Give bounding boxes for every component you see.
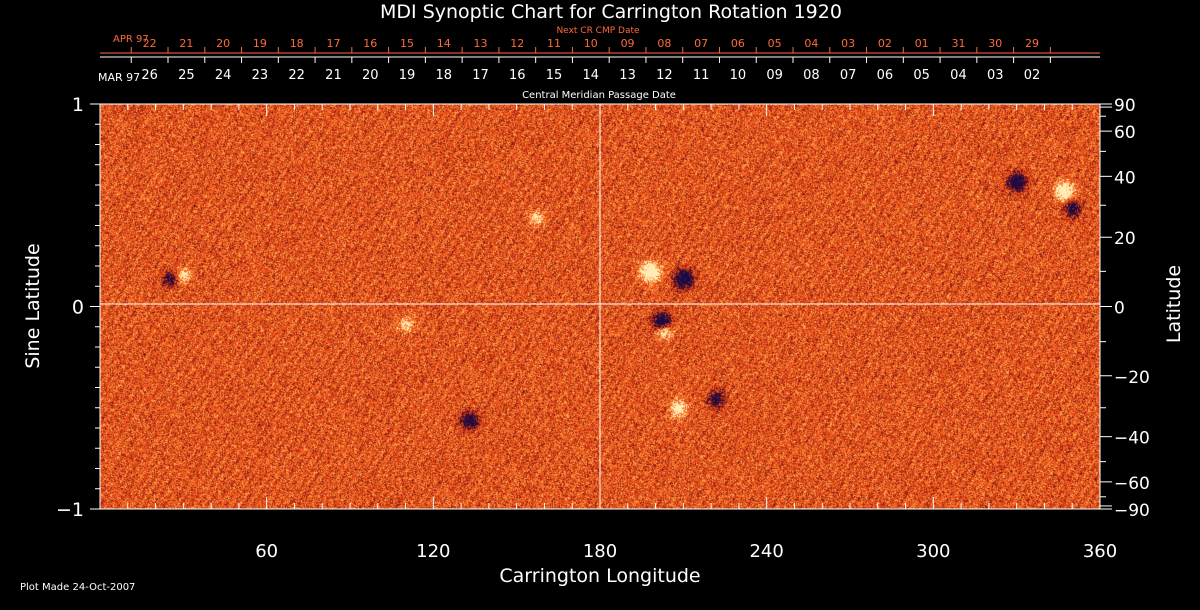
- next-cr-date-label: 18: [290, 37, 304, 50]
- cmp-date-label: 18: [435, 68, 452, 83]
- y-tick-label: 0: [72, 297, 84, 319]
- lat-tick-label: −20: [1114, 368, 1150, 388]
- next-cr-date-label: 22: [143, 37, 157, 50]
- cmp-month-label: MAR 97: [98, 71, 140, 84]
- next-cr-date-label: 05: [768, 37, 782, 50]
- cmp-date-label: 22: [288, 68, 305, 83]
- lat-tick-label: −90: [1114, 501, 1150, 521]
- cmp-date-label: 23: [252, 68, 269, 83]
- cmp-date-label: 12: [656, 68, 673, 83]
- next-cr-date-label: 30: [988, 37, 1002, 50]
- lat-tick-label: −40: [1114, 429, 1150, 449]
- next-cr-date-label: 01: [915, 37, 929, 50]
- x-tick-label: 360: [1083, 541, 1117, 562]
- latitude-axis: 90 60 40 20 0 −20 −40 −60 −90: [1100, 96, 1150, 521]
- cmp-date-label: 15: [546, 68, 563, 83]
- cmp-date-label: 26: [141, 68, 158, 83]
- lat-tick-label: 0: [1114, 299, 1125, 319]
- lat-tick-label: 60: [1114, 123, 1136, 143]
- next-cr-date-label: 09: [621, 37, 635, 50]
- next-cr-date-label: 19: [253, 37, 267, 50]
- x-tick-label: 240: [749, 541, 783, 562]
- cmp-date-label: 05: [913, 68, 930, 83]
- chart-title: MDI Synoptic Chart for Carrington Rotati…: [380, 1, 842, 23]
- next-cr-date-label: 10: [584, 37, 598, 50]
- next-cr-date-label: 03: [841, 37, 855, 50]
- next-cr-date-label: 31: [951, 37, 965, 50]
- next-cr-date-label: 12: [510, 37, 524, 50]
- next-cr-month-label: APR 97: [113, 34, 149, 45]
- cmp-date-label: 09: [766, 68, 783, 83]
- next-cr-date-label: 17: [326, 37, 340, 50]
- y-axis-label-left: Sine Latitude: [22, 243, 44, 368]
- next-cr-date-label: 16: [363, 37, 377, 50]
- cmp-date-label: 17: [472, 68, 489, 83]
- cmp-date-label: 02: [1024, 68, 1041, 83]
- lat-tick-label: 40: [1114, 168, 1136, 188]
- sine-latitude-axis: 1 0 −1: [56, 94, 100, 521]
- plot-made-note: Plot Made 24-Oct-2007: [20, 582, 135, 593]
- cmp-date-label: 10: [730, 68, 747, 83]
- next-cr-date-label: 21: [179, 37, 193, 50]
- cmp-date-label: 06: [877, 68, 894, 83]
- next-cr-date-label: 07: [694, 37, 708, 50]
- cmp-date-label: 07: [840, 68, 857, 83]
- next-cr-date-label: 06: [731, 37, 745, 50]
- cmp-date-label: 16: [509, 68, 526, 83]
- next-cr-date-label: 15: [400, 37, 414, 50]
- cmp-date-label: 03: [987, 68, 1004, 83]
- next-cr-caption: Next CR CMP Date: [556, 26, 640, 36]
- next-cr-date-axis: 22 21 20 19 18 17 16 15 14 13 12 11 10 09 08 07 06 05 04 03…: [100, 37, 1100, 54]
- cmp-date-label: 20: [362, 68, 379, 83]
- cmp-date-label: 24: [215, 68, 232, 83]
- cmp-caption: Central Meridian Passage Date: [522, 90, 676, 101]
- next-cr-date-label: 11: [547, 37, 561, 50]
- next-cr-date-label: 13: [474, 37, 488, 50]
- cmp-date-label: 19: [399, 68, 416, 83]
- cmp-date-axis: 26 25 24 23 22 21 20 19 18 17 16 15 14 13 12 11 10 09 08 07…: [100, 56, 1100, 83]
- next-cr-date-label: 08: [657, 37, 671, 50]
- cmp-date-label: 04: [950, 68, 967, 83]
- longitude-axis: 60 120 180 240 300 360: [99, 104, 1117, 562]
- cmp-date-label: 11: [693, 68, 710, 83]
- x-tick-label: 120: [416, 541, 450, 562]
- lat-tick-label: 90: [1114, 96, 1136, 116]
- x-tick-label: 180: [583, 541, 617, 562]
- next-cr-date-label: 04: [804, 37, 818, 50]
- cmp-date-label: 13: [619, 68, 636, 83]
- next-cr-date-label: 14: [437, 37, 451, 50]
- y-tick-label: 1: [72, 94, 84, 116]
- cmp-date-label: 08: [803, 68, 820, 83]
- x-tick-label: 60: [255, 541, 278, 562]
- x-axis-label: Carrington Longitude: [499, 565, 700, 587]
- next-cr-date-label: 20: [216, 37, 230, 50]
- x-tick-label: 300: [916, 541, 950, 562]
- lat-tick-label: −60: [1114, 474, 1150, 494]
- next-cr-date-label: 29: [1025, 37, 1039, 50]
- cmp-date-label: 14: [583, 68, 600, 83]
- lat-tick-label: 20: [1114, 229, 1136, 249]
- y-axis-label-right: Latitude: [1163, 265, 1185, 343]
- cmp-date-label: 25: [178, 68, 195, 83]
- next-cr-date-label: 02: [878, 37, 892, 50]
- y-tick-label: −1: [56, 499, 84, 521]
- cmp-date-label: 21: [325, 68, 342, 83]
